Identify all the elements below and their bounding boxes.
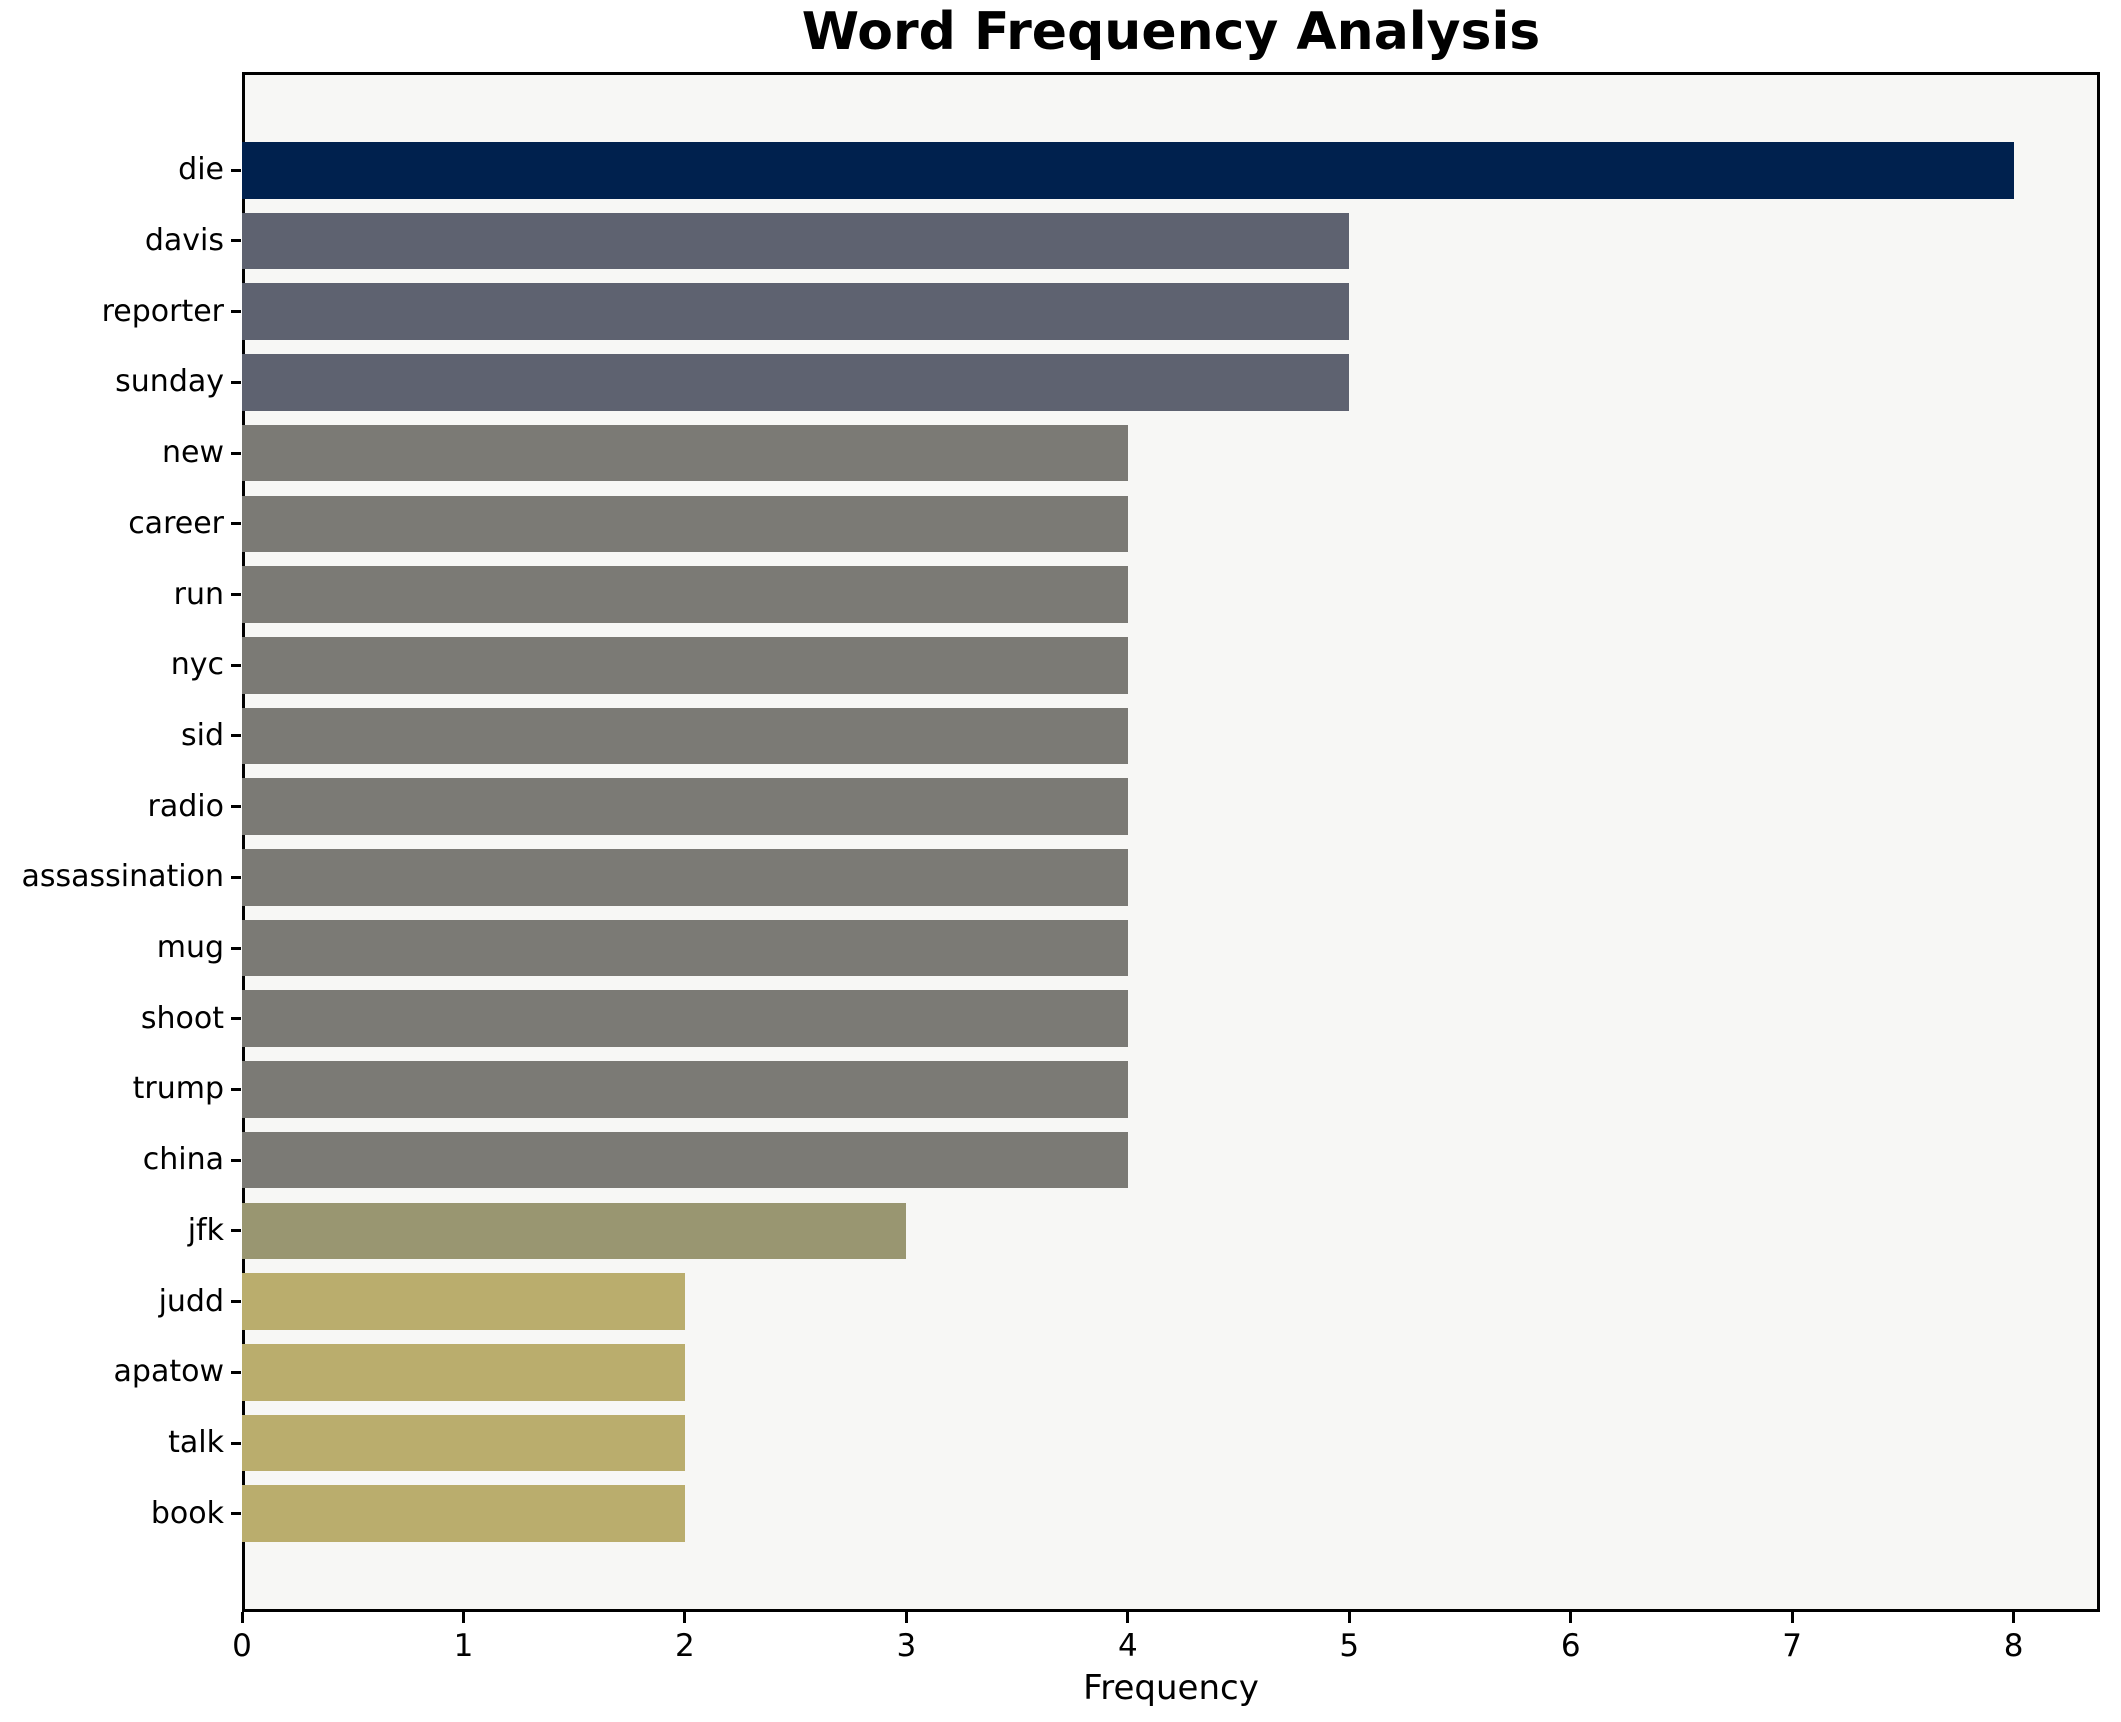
y-tick-label: career <box>128 505 224 541</box>
y-tick-mark <box>231 593 241 597</box>
y-tick-label: book <box>150 1495 224 1531</box>
y-tick-mark <box>231 1229 241 1233</box>
x-tick-label: 5 <box>1339 1628 1360 1664</box>
y-tick-label: run <box>173 576 224 612</box>
y-tick-label: judd <box>158 1283 224 1319</box>
x-tick-mark <box>683 1612 687 1623</box>
y-tick-mark <box>231 734 241 738</box>
y-tick-label: new <box>161 435 224 471</box>
x-tick-label: 0 <box>232 1628 252 1664</box>
x-axis-label: Frequency <box>1083 1668 1259 1708</box>
x-tick-label: 3 <box>896 1628 917 1664</box>
y-tick-label: sid <box>180 717 224 753</box>
x-tick-label: 2 <box>675 1628 695 1664</box>
y-tick-label: reporter <box>101 293 224 329</box>
x-tick-mark <box>461 1612 465 1623</box>
y-tick-mark <box>231 239 241 243</box>
x-tick-mark <box>904 1612 908 1623</box>
y-tick-mark <box>231 522 241 526</box>
x-tick-label: 8 <box>2003 1628 2024 1664</box>
y-tick-mark <box>231 946 241 950</box>
y-tick-mark <box>231 1512 241 1516</box>
x-tick-mark <box>1347 1612 1351 1623</box>
y-tick-mark <box>231 1087 241 1091</box>
y-tick-mark <box>231 875 241 879</box>
x-tick-label: 1 <box>453 1628 474 1664</box>
y-tick-label: nyc <box>170 647 224 683</box>
y-tick-label: jfk <box>187 1212 224 1248</box>
y-tick-label: sunday <box>115 364 224 400</box>
x-tick-label: 4 <box>1117 1628 1138 1664</box>
y-tick-mark <box>231 451 241 455</box>
y-tick-label: radio <box>147 788 224 824</box>
y-tick-mark <box>231 1300 241 1304</box>
y-tick-label: davis <box>144 222 224 258</box>
y-tick-label: assassination <box>21 859 225 895</box>
y-tick-mark <box>231 380 241 384</box>
x-tick-mark <box>1569 1612 1573 1623</box>
chart-title: Word Frequency Analysis <box>801 2 1541 62</box>
y-tick-label: die <box>178 152 224 188</box>
y-tick-label: trump <box>132 1071 224 1107</box>
y-tick-mark <box>231 1158 241 1162</box>
y-tick-mark <box>231 1370 241 1374</box>
y-tick-mark <box>231 663 241 667</box>
x-tick-mark <box>240 1612 244 1623</box>
plot-area <box>242 72 2100 1612</box>
x-tick-label: 6 <box>1560 1628 1581 1664</box>
y-tick-mark <box>231 805 241 809</box>
y-tick-label: apatow <box>113 1354 224 1390</box>
x-tick-label: 7 <box>1782 1628 1803 1664</box>
y-tick-mark <box>231 1441 241 1445</box>
y-tick-label: talk <box>168 1425 224 1460</box>
y-tick-mark <box>231 310 241 314</box>
y-tick-mark <box>231 1017 241 1021</box>
x-tick-mark <box>1126 1612 1130 1623</box>
x-tick-mark <box>1790 1612 1794 1623</box>
y-tick-label: mug <box>156 930 224 966</box>
y-tick-label: china <box>142 1142 224 1178</box>
x-tick-mark <box>2012 1612 2016 1623</box>
y-tick-label: shoot <box>140 1000 224 1036</box>
y-tick-mark <box>231 168 241 172</box>
